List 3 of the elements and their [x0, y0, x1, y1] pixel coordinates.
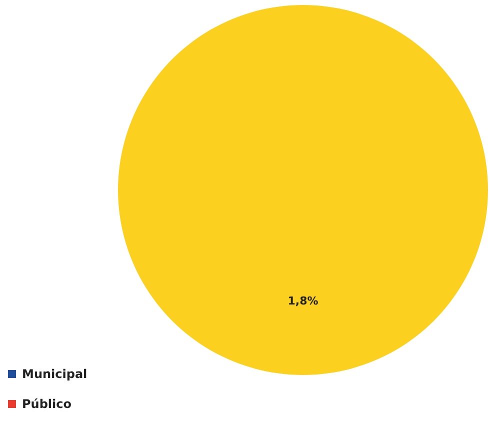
data-label: 1,8%	[288, 294, 318, 308]
legend-label: Público	[22, 397, 72, 411]
legend-label: Municipal	[22, 367, 88, 381]
